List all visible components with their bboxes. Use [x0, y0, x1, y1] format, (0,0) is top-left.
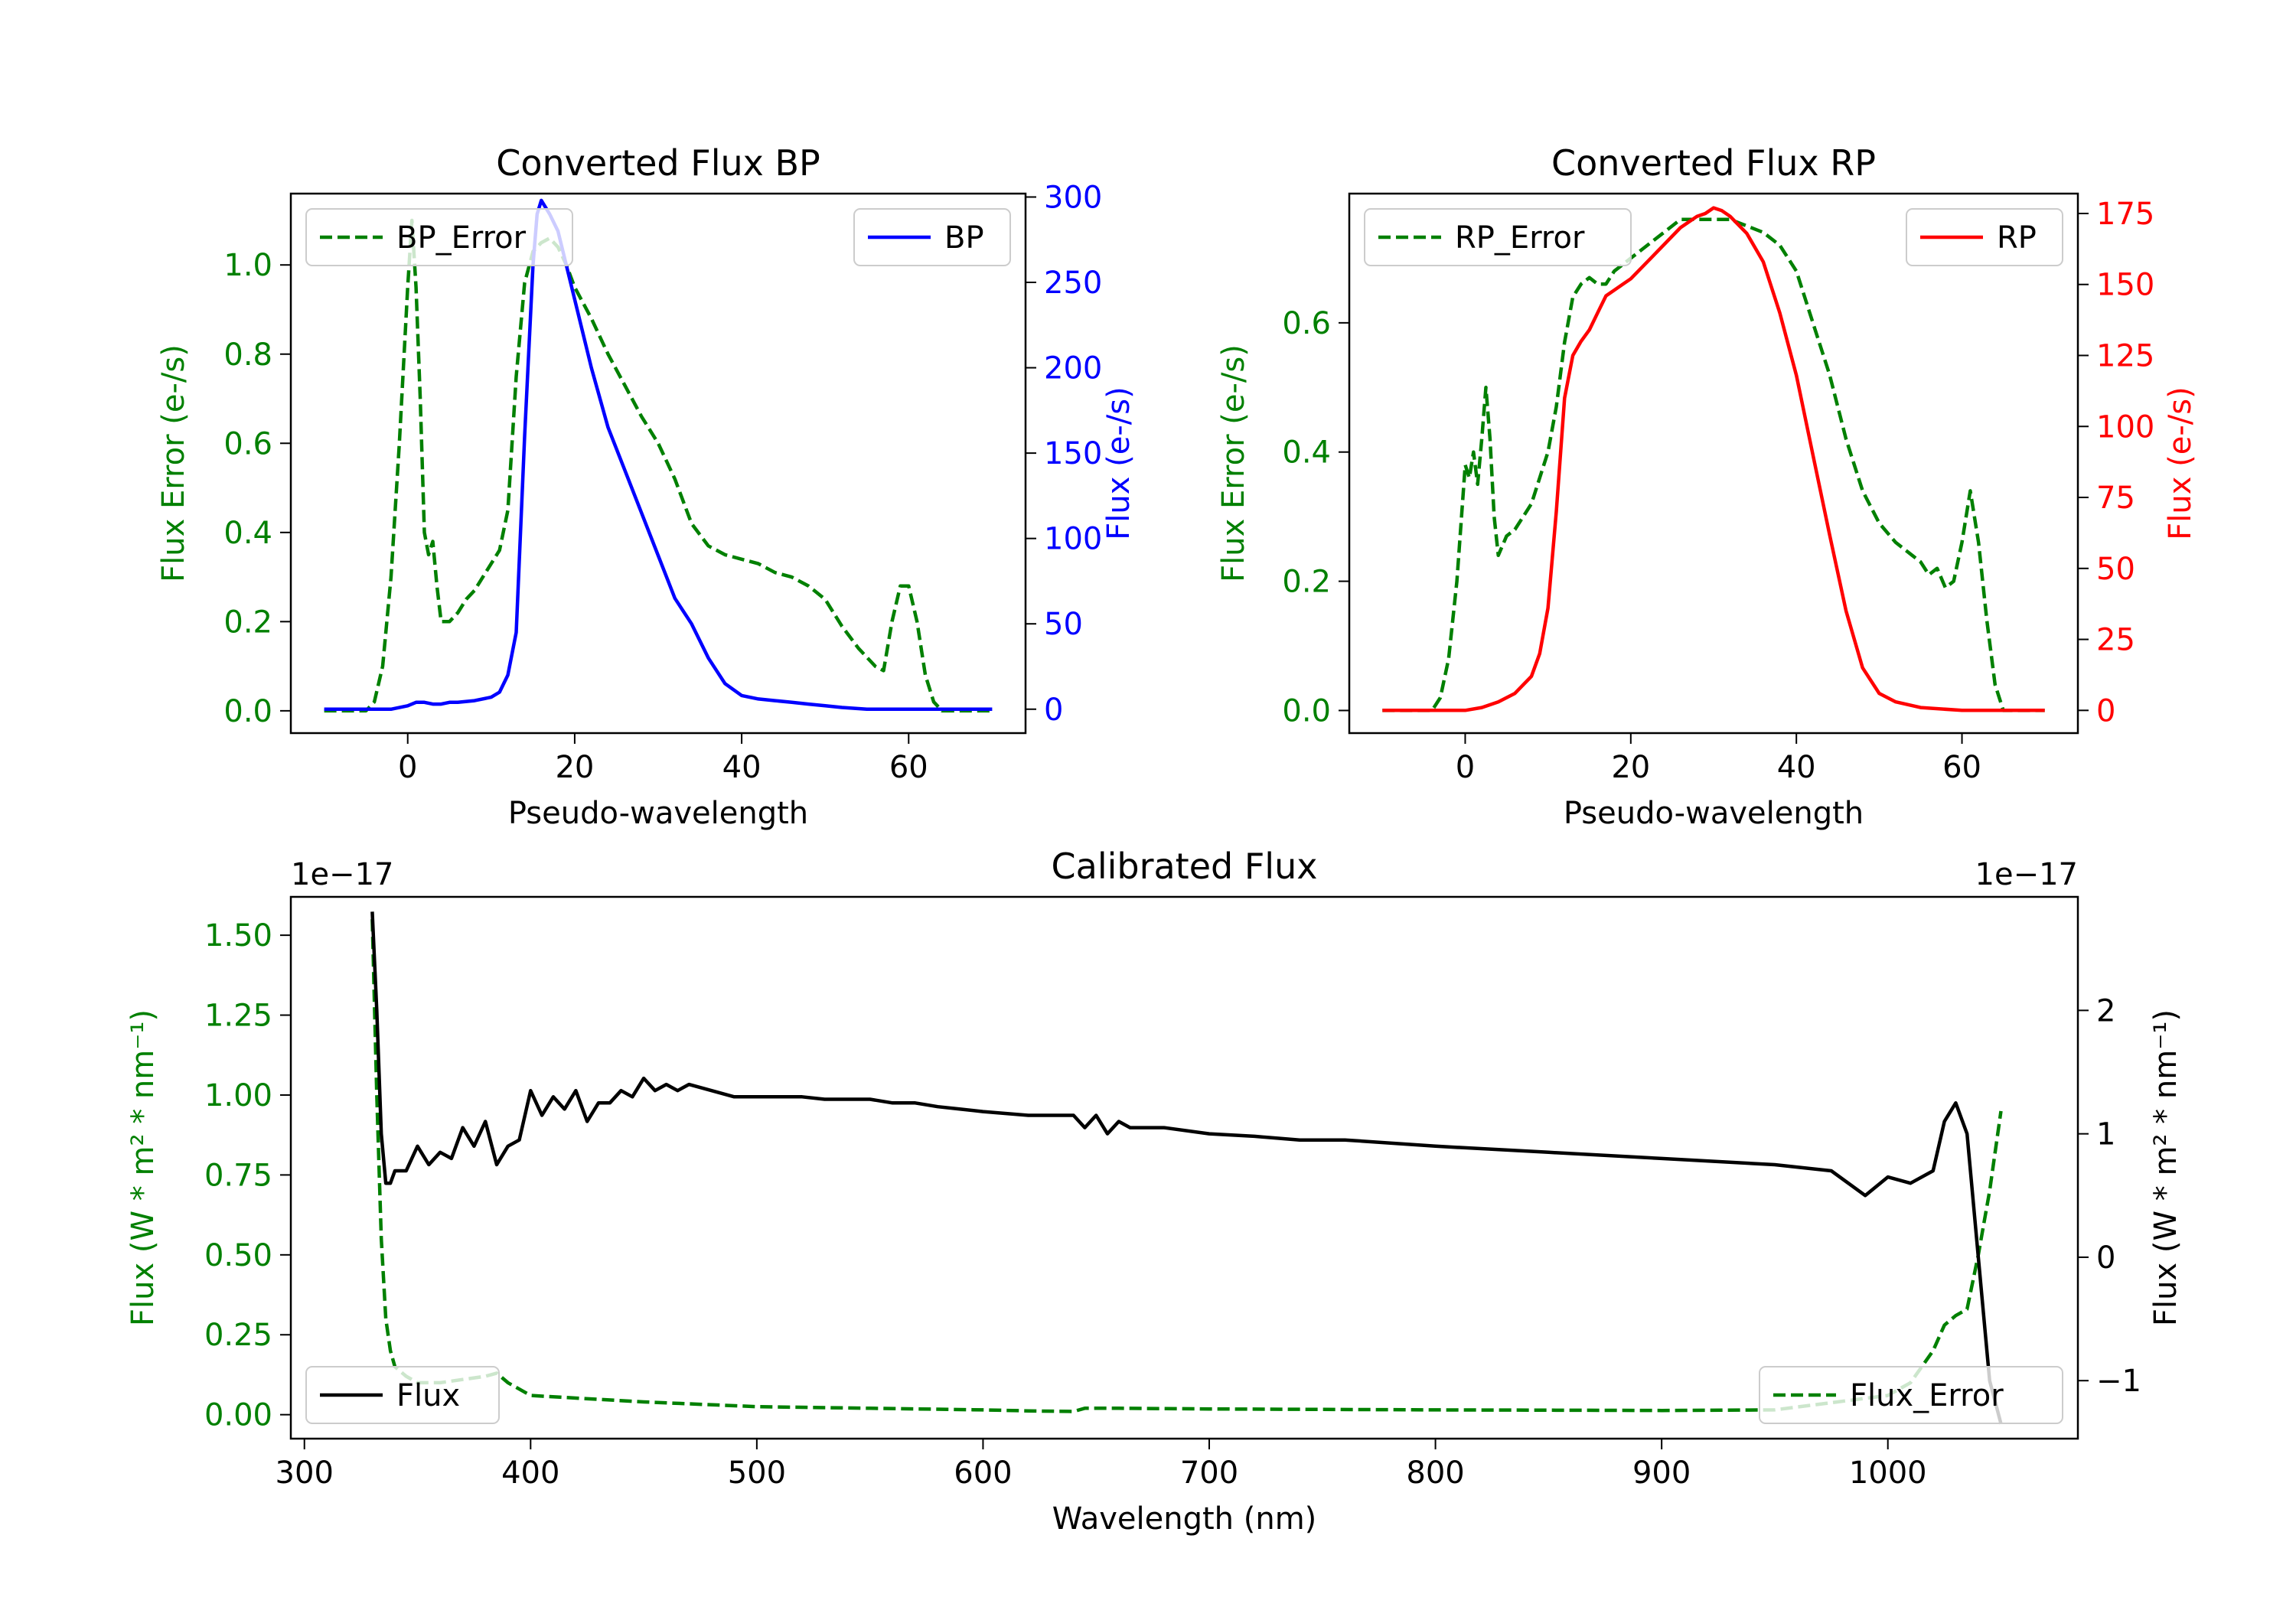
- y-left-tick-label: 0.2: [1282, 565, 1331, 600]
- offset-left-label: 1e−17: [291, 857, 393, 892]
- legend-box: [853, 208, 1011, 266]
- y-right-tick-label: 300: [1044, 180, 1102, 215]
- x-tick-label: 400: [501, 1455, 559, 1491]
- y-right-tick-label: 100: [1044, 522, 1102, 557]
- chart-title: Calibrated Flux: [1052, 846, 1318, 887]
- series-flux: [370, 911, 2003, 1425]
- x-tick-label: 300: [276, 1455, 334, 1491]
- offset-right-label: 1e−17: [1975, 857, 2078, 892]
- x-tick-label: 800: [1406, 1455, 1464, 1491]
- y-right-tick-label: 75: [2096, 481, 2135, 516]
- chart-title: Converted Flux BP: [496, 142, 820, 184]
- legend-box: [1759, 1366, 2063, 1424]
- y-right-tick-label: 150: [2096, 268, 2154, 303]
- x-tick-label: 60: [1942, 750, 1981, 785]
- axes-frame: [289, 895, 2079, 1440]
- y-left-tick-label: 0.50: [204, 1238, 272, 1273]
- x-tick-label: 500: [728, 1455, 786, 1491]
- y-left-tick-label: 1.00: [204, 1078, 272, 1113]
- legend-rp: RP: [1906, 208, 2063, 266]
- y-left-tick-label: 0.2: [223, 605, 272, 640]
- y-right-tick-label: 1: [2096, 1117, 2115, 1152]
- x-axis-label: Pseudo-wavelength: [508, 796, 808, 831]
- y-left-tick-label: 0.6: [223, 426, 272, 461]
- legend-box: [1906, 208, 2063, 266]
- legend-bp: BP: [853, 208, 1011, 266]
- y-right-tick-label: 50: [2096, 552, 2135, 587]
- series-bp: [324, 198, 993, 712]
- y-left-axis-label: Flux Error (e-/s): [1216, 344, 1251, 582]
- y-right-tick-label: 0: [2096, 693, 2115, 729]
- y-left-tick-label: 0.0: [1282, 693, 1331, 729]
- x-tick-label: 20: [555, 750, 594, 785]
- y-left-axis-label: Flux Error (e-/s): [156, 344, 191, 582]
- y-right-tick-label: 200: [1044, 351, 1102, 386]
- y-left-axis-label: Flux (W * m² * nm⁻¹): [126, 1009, 161, 1326]
- legend-flux-error: Flux_Error: [1759, 1366, 2063, 1424]
- series-rp: [1382, 206, 2045, 712]
- series-rp-error: [1382, 217, 2045, 712]
- y-left-tick-label: 1.50: [204, 918, 272, 953]
- y-right-tick-label: 25: [2096, 623, 2135, 658]
- legend-label: BP_Error: [396, 220, 527, 256]
- x-tick-label: 600: [954, 1455, 1012, 1491]
- chart-title: Converted Flux RP: [1551, 142, 1876, 184]
- y-left-tick-label: 0.8: [223, 337, 272, 373]
- y-right-tick-label: 250: [1044, 266, 1102, 301]
- legend-bp-error: BP_Error: [305, 208, 573, 266]
- x-tick-label: 60: [889, 750, 928, 785]
- x-tick-label: 0: [1456, 750, 1475, 785]
- legend-box: [305, 1366, 500, 1424]
- legend-box: [1364, 208, 1632, 266]
- x-tick-label: 40: [722, 750, 762, 785]
- axes-frame: [1348, 192, 2079, 735]
- y-left-tick-label: 1.25: [204, 999, 272, 1034]
- y-right-tick-label: −1: [2096, 1364, 2141, 1399]
- x-tick-label: 700: [1180, 1455, 1238, 1491]
- axes-frame: [289, 192, 1027, 735]
- x-tick-label: 20: [1611, 750, 1650, 785]
- legend-label: BP: [944, 220, 984, 256]
- y-right-tick-label: 0: [2096, 1240, 2115, 1276]
- y-left-tick-label: 0.6: [1282, 306, 1331, 341]
- y-left-tick-label: 1.0: [223, 248, 272, 283]
- y-left-tick-label: 0.4: [1282, 435, 1331, 471]
- y-left-tick-label: 0.25: [204, 1318, 272, 1353]
- y-left-tick-label: 0.0: [223, 694, 272, 729]
- x-tick-label: 40: [1777, 750, 1816, 785]
- y-right-tick-label: 150: [1044, 436, 1102, 471]
- x-tick-label: 900: [1632, 1455, 1691, 1491]
- legend-label: RP_Error: [1455, 220, 1585, 256]
- y-right-tick-label: 125: [2096, 339, 2154, 374]
- chart-calibrated: 300 400 500 600 700 800 900 1000 0.00 0.25 0.50 0.7…: [126, 846, 2183, 1537]
- series-bp-error: [324, 218, 993, 713]
- x-axis-label: Wavelength (nm): [1052, 1501, 1317, 1537]
- y-right-axis-label: Flux (e-/s): [2163, 386, 2198, 539]
- legend-label: Flux_Error: [1850, 1378, 2004, 1413]
- legend-flux: Flux: [305, 1366, 500, 1424]
- x-axis-label: Pseudo-wavelength: [1564, 796, 1864, 831]
- x-tick-label: 1000: [1849, 1455, 1927, 1491]
- legend-box: [305, 208, 573, 266]
- legend-rp-error: RP_Error: [1364, 208, 1632, 266]
- y-right-tick-label: 175: [2096, 197, 2154, 232]
- y-left-tick-label: 0.00: [204, 1398, 272, 1433]
- y-right-tick-label: 2: [2096, 993, 2115, 1028]
- chart-rp: 0 20 40 60 0.0 0.2 0.4 0.6 0 25 50 75 100 125 150 175 Co…: [1216, 142, 2198, 831]
- y-left-tick-label: 0.4: [223, 516, 272, 551]
- legend-label: Flux: [396, 1378, 460, 1413]
- y-right-axis-label: Flux (W * m² * nm⁻¹): [2148, 1009, 2183, 1326]
- chart-bp: 0 20 40 60 0.0 0.2 0.4 0.6 0.8 1.0 0 50 100 150 200 250…: [156, 142, 1137, 831]
- y-left-tick-label: 0.75: [204, 1158, 272, 1193]
- y-right-axis-label: Flux (e-/s): [1101, 386, 1137, 539]
- x-tick-label: 0: [398, 750, 417, 785]
- y-right-tick-label: 0: [1044, 693, 1063, 728]
- y-right-tick-label: 100: [2096, 409, 2154, 445]
- legend-label: RP: [1997, 220, 2037, 256]
- y-right-tick-label: 50: [1044, 607, 1083, 642]
